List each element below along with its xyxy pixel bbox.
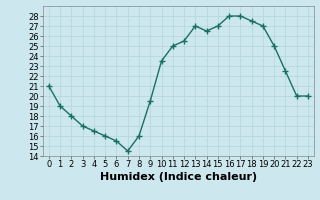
X-axis label: Humidex (Indice chaleur): Humidex (Indice chaleur): [100, 172, 257, 182]
